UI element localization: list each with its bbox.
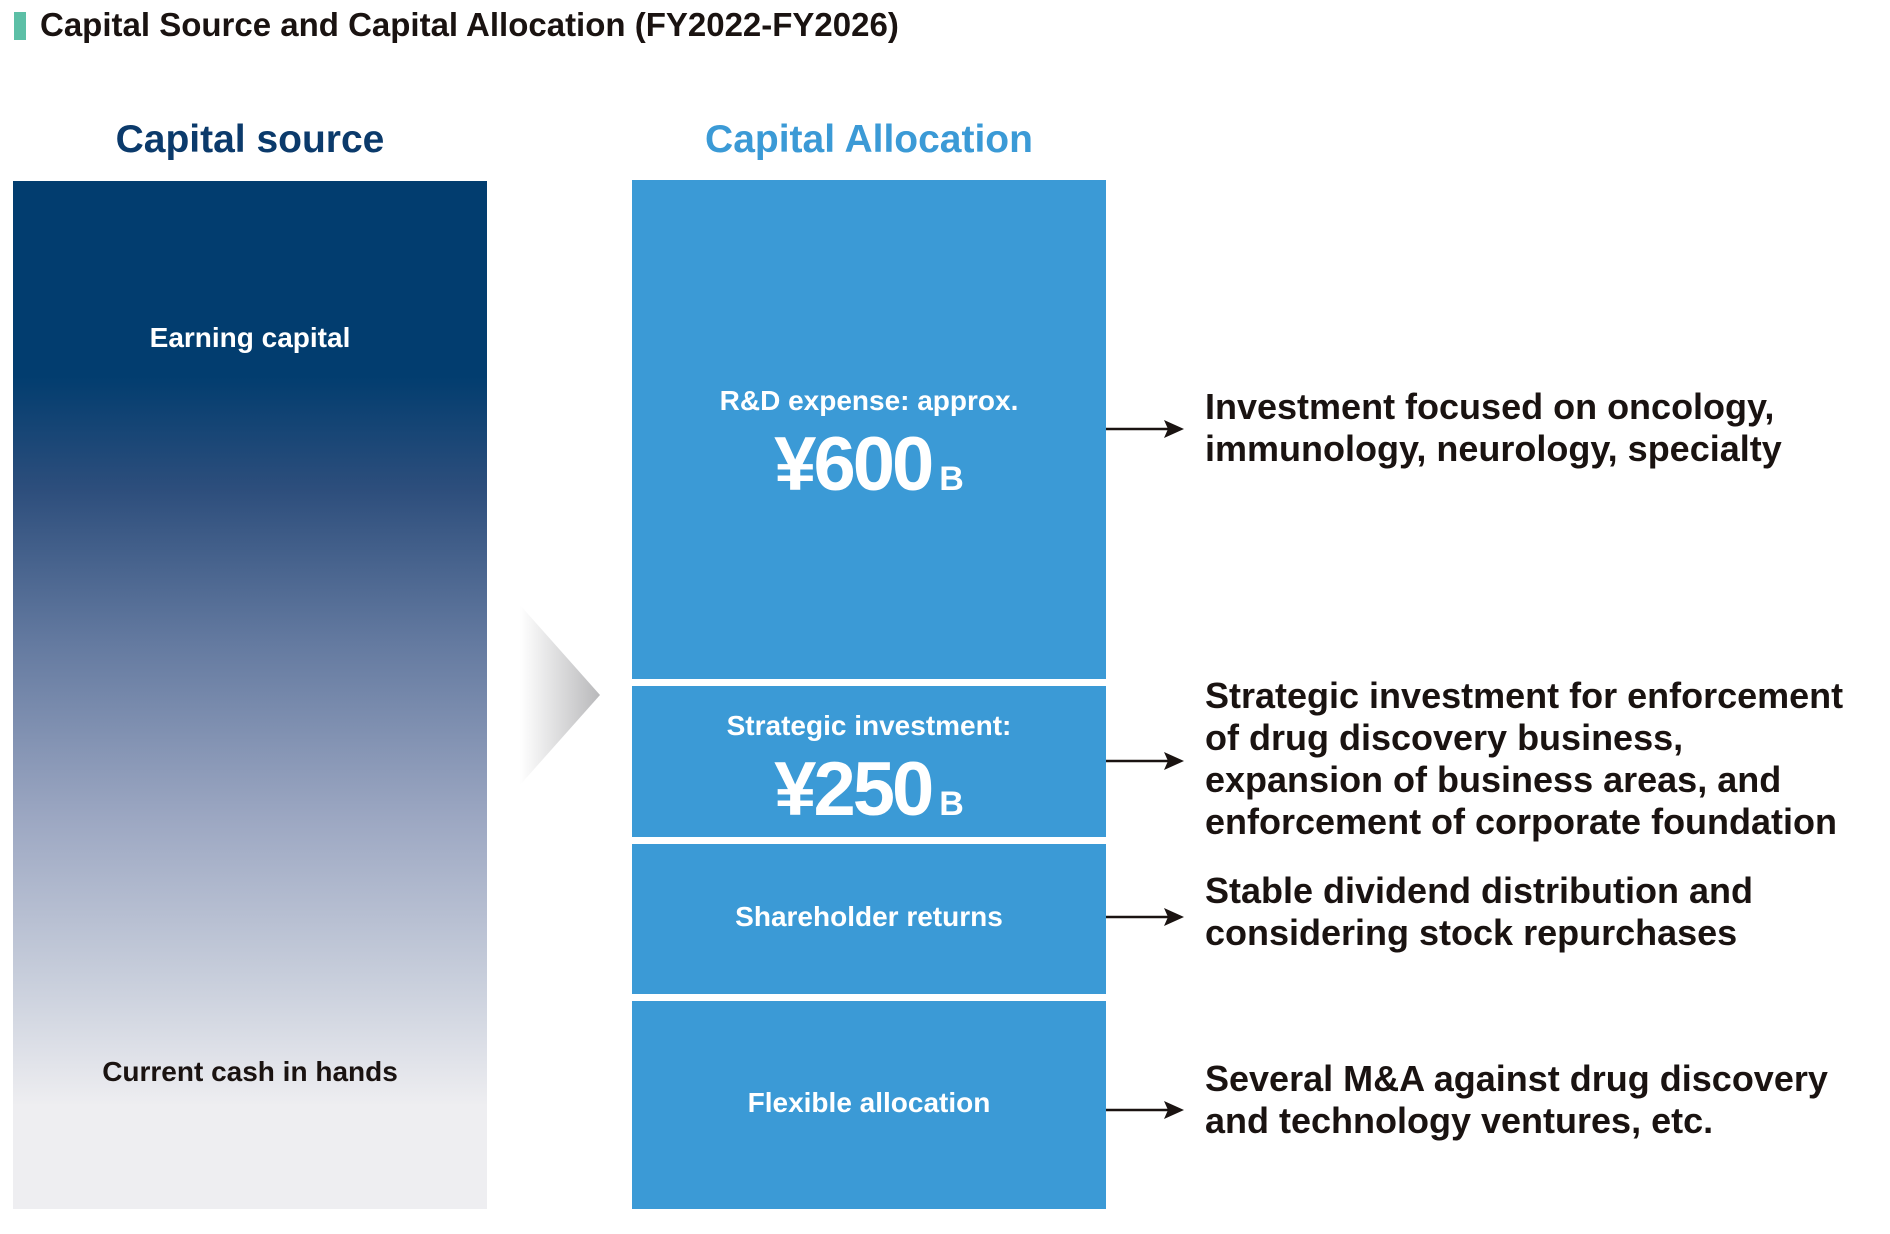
strategic-investment-label: Strategic investment:: [726, 710, 1012, 741]
description-line: Investment focused on oncology,: [1205, 386, 1775, 427]
diagram-title: Capital Source and Capital Allocation (F…: [40, 6, 899, 43]
current-cash-label: Current cash in hands: [102, 1056, 398, 1087]
rd-expense-unit: B: [939, 460, 964, 498]
strategic-investment-description: Strategic investment for enforcement of …: [1205, 675, 1885, 843]
rd-expense-block: R&D expense: approx. ¥600 B: [632, 180, 1106, 679]
arrow-right-icon: [1106, 752, 1184, 770]
rd-expense-label: R&D expense: approx.: [719, 385, 1019, 416]
strategic-investment-value: ¥250: [774, 747, 934, 832]
description-line: considering stock repurchases: [1205, 912, 1738, 953]
rd-expense-description: Investment focused on oncology, immunolo…: [1205, 386, 1885, 470]
arrow-right-icon: [1106, 420, 1184, 438]
shareholder-returns-description: Stable dividend distribution and conside…: [1205, 870, 1885, 954]
flexible-allocation-block: Flexible allocation: [632, 1001, 1106, 1209]
title-marker: [14, 12, 26, 40]
description-line: Stable dividend distribution and: [1205, 870, 1754, 911]
capital-source-box: [13, 181, 487, 1209]
earning-capital-label: Earning capital: [149, 322, 351, 353]
description-line: Several M&A against drug discovery: [1205, 1058, 1828, 1099]
strategic-investment-unit: B: [939, 785, 964, 823]
description-line: of drug discovery business,: [1205, 717, 1684, 758]
description-line: Strategic investment for enforcement: [1205, 675, 1844, 716]
shareholder-returns-block: Shareholder returns: [632, 844, 1106, 994]
shareholder-returns-label: Shareholder returns: [735, 901, 1003, 932]
flow-chevron-icon: [520, 605, 600, 785]
description-line: expansion of business areas, and: [1205, 759, 1782, 800]
flexible-allocation-label: Flexible allocation: [747, 1087, 991, 1118]
flexible-allocation-description: Several M&A against drug discovery and t…: [1205, 1058, 1885, 1142]
arrow-right-icon: [1106, 908, 1184, 926]
strategic-investment-amount: ¥250 B: [632, 752, 1106, 828]
arrow-right-icon: [1106, 1101, 1184, 1119]
rd-expense-amount: ¥600 B: [632, 427, 1106, 503]
description-line: enforcement of corporate foundation: [1205, 801, 1838, 842]
description-line: and technology ventures, etc.: [1205, 1100, 1714, 1141]
description-line: immunology, neurology, specialty: [1205, 428, 1782, 469]
capital-source-heading: Capital source: [115, 118, 385, 161]
strategic-investment-block: Strategic investment: ¥250 B: [632, 686, 1106, 837]
capital-allocation-heading: Capital Allocation: [705, 118, 1033, 161]
rd-expense-value: ¥600: [774, 422, 934, 507]
